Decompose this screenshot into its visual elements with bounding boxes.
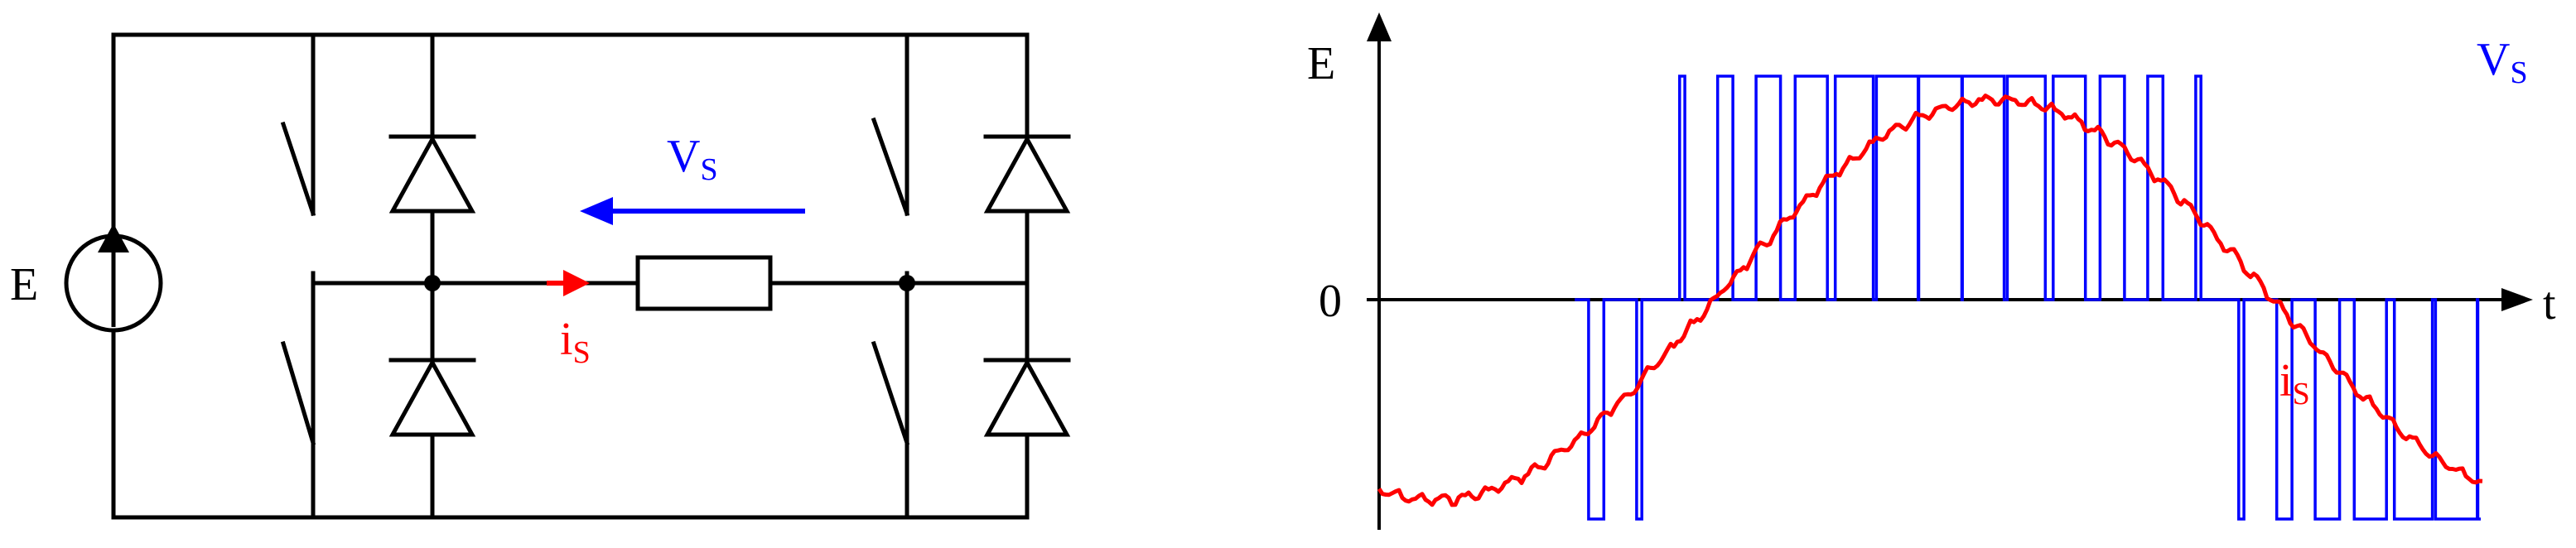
right-switch-leg bbox=[871, 32, 910, 520]
circuit-current-label: iS bbox=[560, 314, 591, 370]
circuit-voltage-label: VS bbox=[667, 131, 718, 187]
load-resistor bbox=[635, 255, 773, 311]
switch-lower-left bbox=[280, 340, 316, 446]
junction-right bbox=[899, 275, 915, 291]
junction-left bbox=[424, 275, 441, 291]
load-current-trace bbox=[1377, 94, 2483, 507]
load-current-line bbox=[1377, 94, 2483, 507]
source-label: E bbox=[10, 259, 38, 310]
switch-lower-right bbox=[871, 340, 910, 446]
pwm-voltage-trace bbox=[1575, 75, 2481, 521]
switch-upper-left bbox=[280, 121, 316, 217]
diode-lower-left bbox=[388, 358, 476, 437]
voltage-arrow-icon bbox=[580, 197, 613, 225]
y-top-label: E bbox=[1307, 38, 1335, 89]
source-arrow-icon bbox=[98, 224, 129, 252]
switch-upper-right bbox=[871, 117, 910, 217]
h-bridge-circuit: E bbox=[10, 32, 1071, 520]
waveform-voltage-label: VS bbox=[2477, 34, 2528, 90]
left-switch-leg bbox=[280, 32, 316, 520]
waveform-plot: E 0 t VS iS bbox=[1307, 12, 2556, 530]
y-axis-arrow-icon bbox=[1367, 12, 1392, 41]
waveform-current-label: iS bbox=[2279, 355, 2310, 411]
diode-lower-right bbox=[983, 358, 1071, 437]
x-axis-arrow-icon bbox=[2501, 288, 2533, 311]
pwm-voltage-line bbox=[1575, 75, 2481, 521]
dc-voltage-source bbox=[64, 224, 163, 333]
x-axis-label: t bbox=[2543, 278, 2556, 329]
current-arrow-icon bbox=[563, 270, 590, 296]
y-zero-label: 0 bbox=[1319, 276, 1342, 327]
diode-upper-left bbox=[388, 134, 476, 214]
diode-upper-right bbox=[983, 134, 1071, 214]
